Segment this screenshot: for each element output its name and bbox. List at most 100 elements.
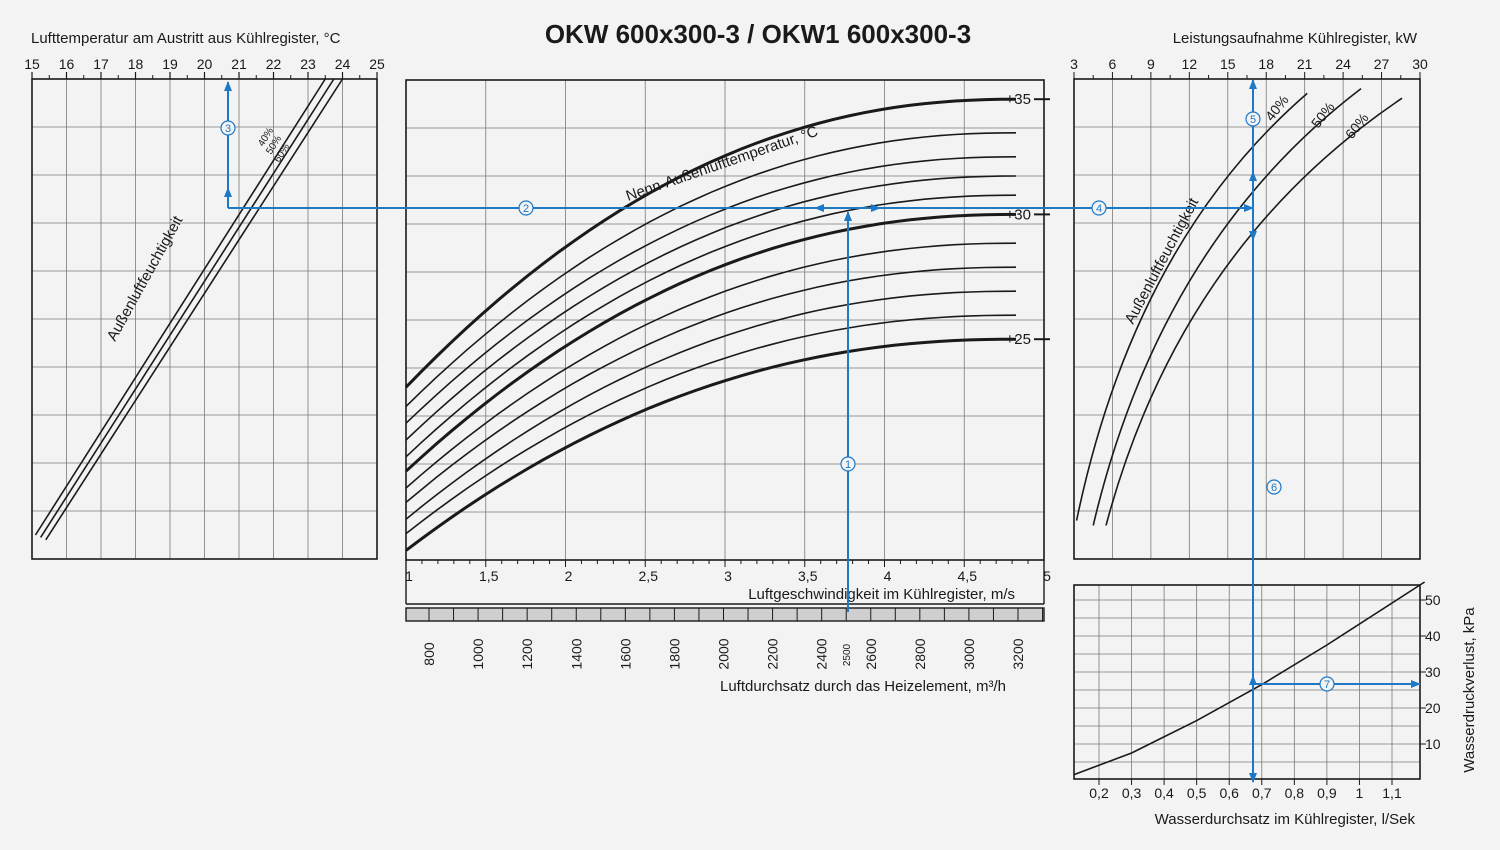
series-line <box>404 97 1017 389</box>
flow-path: 1 2 3 4 5 6 7 <box>220 79 1421 783</box>
tick-label: 3,5 <box>798 568 818 584</box>
tick-label: 21 <box>231 56 247 72</box>
tick-label: 1,1 <box>1382 785 1402 801</box>
curve-label: Außenluftfeuchtigkeit <box>1122 194 1203 326</box>
tick-label: 2000 <box>716 638 732 669</box>
tick-label: 0,8 <box>1285 785 1305 801</box>
step-marker <box>1266 479 1282 495</box>
tick-label: 18 <box>128 56 144 72</box>
tick-label: 21 <box>1297 56 1313 72</box>
tick-label: 0,6 <box>1219 785 1239 801</box>
step-marker-label: 7 <box>1324 679 1330 691</box>
tick-label: 24 <box>1335 56 1351 72</box>
x-axis-label: Luftgeschwindigkeit im Kühlregister, m/s <box>748 586 1015 603</box>
tick-label: 40 <box>1425 628 1441 644</box>
grid <box>1074 79 1420 559</box>
chart-title: OKW 600x300-3 / OKW1 600x300-3 <box>545 19 971 49</box>
tick-label: 6 <box>1109 56 1117 72</box>
plot-frame <box>1073 584 1421 780</box>
tick-label: 3 <box>724 568 732 584</box>
curve-label: Außenluftfeuchtigkeit <box>104 212 187 343</box>
series-line <box>405 194 1017 458</box>
outlet-temp-panel: 15 16 17 18 19 20 21 22 23 24 25 Lufttemperatur am … <box>24 30 385 560</box>
grid <box>1074 585 1420 779</box>
tick-label: 12 <box>1182 56 1198 72</box>
series-label: +25 <box>1006 331 1031 348</box>
tick-label: 10 <box>1425 736 1441 752</box>
tick-label: 1200 <box>519 638 535 669</box>
tick-label: 25 <box>369 56 385 72</box>
tick-label: 1,5 <box>479 568 499 584</box>
series-line <box>1105 97 1403 526</box>
tick-label: 0,3 <box>1122 785 1142 801</box>
series-line <box>405 242 1017 489</box>
step-marker-label: 1 <box>845 459 851 471</box>
series-line <box>1075 92 1308 521</box>
grid <box>406 80 1044 560</box>
series-line <box>405 156 1017 424</box>
series-line <box>405 337 1017 552</box>
velocity-panel: 1 1,5 2 2,5 3 3,5 4 4,5 5 Luftgeschwindigkeit im … <box>404 79 1051 695</box>
step-marker <box>220 120 236 136</box>
tick-label: 19 <box>162 56 178 72</box>
flow-rate-band <box>405 607 1045 622</box>
tick-label: 0,9 <box>1317 785 1337 801</box>
series-line <box>405 132 1017 407</box>
tick-label: 2600 <box>863 638 879 669</box>
series-line <box>405 290 1017 520</box>
tick-label: 1 <box>405 568 413 584</box>
x-axis-label: Lufttemperatur am Austritt aus Kühlregis… <box>31 30 341 47</box>
series-label: +30 <box>1006 206 1031 223</box>
series-line <box>1092 87 1362 526</box>
step-marker <box>1245 111 1261 127</box>
series-label: 60% <box>1342 110 1372 142</box>
x2-axis-label: Luftdurchsatz durch das Heizelement, m³/… <box>720 678 1006 695</box>
step-marker <box>518 200 534 216</box>
y-axis-label: Wasserdruckverlust, kPa <box>1461 607 1478 773</box>
tick-label: 18 <box>1258 56 1274 72</box>
tick-label: 3 <box>1070 56 1078 72</box>
series-line <box>39 78 335 538</box>
tick-label: 27 <box>1374 56 1390 72</box>
step-marker-label: 6 <box>1271 482 1277 494</box>
step-marker-label: 3 <box>225 123 231 135</box>
step-marker-label: 4 <box>1096 203 1102 215</box>
tick-label: 17 <box>93 56 109 72</box>
series-line <box>405 266 1017 504</box>
tick-label: 16 <box>59 56 75 72</box>
tick-label: 3200 <box>1010 638 1026 669</box>
step-marker <box>840 456 856 472</box>
tick-label: 1 <box>1356 785 1364 801</box>
tick-label: 1800 <box>666 638 682 669</box>
series-line <box>34 78 326 536</box>
tick-label: 50 <box>1425 592 1441 608</box>
tick-label: 2400 <box>814 638 830 669</box>
tick-label: 1400 <box>568 638 584 669</box>
tick-label: 9 <box>1147 56 1155 72</box>
grid <box>31 79 378 559</box>
series-line <box>405 314 1017 535</box>
tick-label: 800 <box>421 642 437 666</box>
power-panel: 3 6 9 12 15 18 21 24 27 30 Leistungsaufnahme Kühlr… <box>1070 30 1428 560</box>
tick-label: 20 <box>197 56 213 72</box>
tick-label: 23 <box>300 56 316 72</box>
tick-label: 2 <box>565 568 573 584</box>
step-marker-label: 5 <box>1250 114 1256 126</box>
series-label: +35 <box>1006 91 1031 108</box>
tick-label: 30 <box>1425 664 1441 680</box>
x-axis-label: Wasserdurchsatz im Kühlregister, l/Sek <box>1155 811 1416 828</box>
tick-label: 4,5 <box>958 568 978 584</box>
tick-label: 0,7 <box>1252 785 1272 801</box>
step-marker <box>1319 676 1335 692</box>
series-line <box>405 175 1017 441</box>
tick-label: 2200 <box>765 638 781 669</box>
series-label: 50% <box>1308 99 1338 131</box>
tick-label: 0,4 <box>1154 785 1174 801</box>
tick-label: 1600 <box>617 638 633 669</box>
flow-marker-label: 2500 <box>842 643 853 666</box>
tick-label: 1000 <box>470 638 486 669</box>
x-axis-label: Leistungsaufnahme Kühlregister, kW <box>1173 30 1418 47</box>
tick-label: 0,5 <box>1187 785 1207 801</box>
